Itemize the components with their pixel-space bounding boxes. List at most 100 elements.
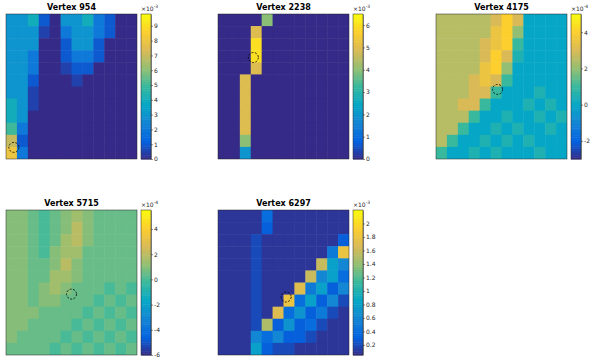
- colorbar-axis: 0123456789: [151, 15, 158, 163]
- heatmap-cell: [273, 343, 284, 355]
- heatmap-cell: [491, 38, 502, 51]
- heatmap-cell: [6, 147, 17, 159]
- heatmap-cell: [294, 270, 305, 283]
- heatmap-cell: [469, 62, 480, 75]
- heatmap-cell: [126, 246, 137, 259]
- heatmap-cell: [491, 14, 502, 27]
- heatmap-cell: [556, 135, 567, 148]
- heatmap-cell: [6, 234, 17, 247]
- colorbar-axis: 0.20.40.60.811.21.41.61.82: [363, 211, 376, 356]
- heatmap-cell: [6, 343, 17, 355]
- heatmap-cell: [104, 222, 115, 235]
- heatmap-cell: [39, 270, 50, 283]
- heatmap-cell: [305, 283, 316, 296]
- heatmap-cell: [28, 26, 39, 39]
- heatmap-cell: [556, 26, 567, 39]
- heatmap-cell: [218, 283, 229, 296]
- heatmap-cell: [305, 74, 316, 87]
- heatmap-cell: [251, 14, 262, 27]
- heatmap-cell: [115, 38, 126, 51]
- colorbar-tick-label: 0.6: [366, 314, 376, 321]
- colorbar-tick: 4: [581, 29, 588, 36]
- vertex-marker: [248, 53, 258, 63]
- heatmap-cell: [251, 74, 262, 87]
- heatmap-cell: [327, 307, 338, 320]
- colorbar-tick: 2: [151, 126, 158, 133]
- heatmap-cell: [545, 62, 556, 75]
- heatmap-cell: [502, 111, 513, 124]
- heatmap-cell: [523, 111, 534, 124]
- heatmap-cell: [273, 123, 284, 136]
- heatmap-cell: [251, 111, 262, 124]
- heatmap-cell: [480, 111, 491, 124]
- heatmap-cell: [327, 26, 338, 39]
- colorbar-tick-label: 1: [366, 287, 370, 294]
- heatmap-cell: [126, 343, 137, 355]
- heatmap-cell: [523, 74, 534, 87]
- heatmap-cell: [556, 50, 567, 63]
- heatmap-cell: [218, 147, 229, 159]
- heatmap-cell: [240, 319, 251, 332]
- heatmap-cell: [240, 123, 251, 136]
- heatmap-cell: [284, 74, 295, 87]
- heatmap-cell: [61, 210, 72, 223]
- heatmap-cell: [327, 38, 338, 51]
- colorbar-tick-label: 0.8: [366, 301, 376, 308]
- heatmap-cell: [305, 222, 316, 235]
- panel: Vertex 9540123456789×10-3: [6, 3, 158, 162]
- heatmap-cell: [316, 222, 327, 235]
- heatmap-cell: [72, 343, 83, 355]
- heatmap-cell: [447, 123, 458, 136]
- colorbar-tick-label: 2: [154, 126, 158, 133]
- heatmap-cell: [512, 123, 523, 136]
- heatmap-cell: [458, 74, 469, 87]
- heatmap-cell: [491, 147, 502, 159]
- colorbar-tick-label: 2: [366, 111, 370, 118]
- heatmap-cell: [273, 111, 284, 124]
- heatmap-cell: [50, 307, 61, 320]
- heatmap-cell: [327, 222, 338, 235]
- heatmap-cell: [115, 111, 126, 124]
- heatmap-cell: [305, 307, 316, 320]
- heatmap-cell: [61, 331, 72, 344]
- panel: Vertex 22380123456×10-3: [218, 3, 370, 162]
- colorbar-tick-mark: [363, 114, 365, 115]
- heatmap-cell: [6, 307, 17, 320]
- heatmap-cell: [327, 234, 338, 247]
- heatmap-cell: [338, 343, 349, 355]
- colorbar-axis-line: [581, 15, 582, 160]
- colorbar-tick-label: 2: [584, 65, 588, 72]
- heatmap-cell: [115, 14, 126, 27]
- heatmap-cell: [61, 62, 72, 75]
- colorbar-tick-label: 8: [154, 37, 158, 44]
- heatmap-cell: [229, 258, 240, 271]
- heatmap-cell: [104, 87, 115, 100]
- colorbar-tick: 2: [363, 111, 370, 118]
- heatmap-cell: [17, 50, 28, 63]
- heatmap-cell: [502, 14, 513, 27]
- heatmap-cell: [115, 210, 126, 223]
- colorbar-tick-mark: [151, 100, 153, 101]
- heatmap-cell: [534, 14, 545, 27]
- heatmap-cell: [50, 283, 61, 296]
- heatmap-cell: [72, 38, 83, 51]
- colorbar-tick: 1.8: [363, 233, 376, 240]
- colorbar-tick: 5: [151, 81, 158, 88]
- heatmap-cell: [316, 38, 327, 51]
- heatmap-cell: [512, 38, 523, 51]
- heatmap-cell: [480, 99, 491, 112]
- heatmap-cell: [218, 234, 229, 247]
- heatmap-cell: [218, 38, 229, 51]
- heatmap-cell: [28, 234, 39, 247]
- heatmap-cell: [316, 246, 327, 259]
- heatmap-cell: [50, 111, 61, 124]
- heatmap-cell: [93, 111, 104, 124]
- heatmap-cell: [305, 210, 316, 223]
- heatmap-cell: [229, 38, 240, 51]
- heatmap-cell: [502, 74, 513, 87]
- heatmap-cell: [82, 87, 93, 100]
- heatmap-cell: [338, 74, 349, 87]
- heatmap-cell: [284, 210, 295, 223]
- heatmap-cell: [93, 319, 104, 332]
- heatmap-cell: [338, 246, 349, 259]
